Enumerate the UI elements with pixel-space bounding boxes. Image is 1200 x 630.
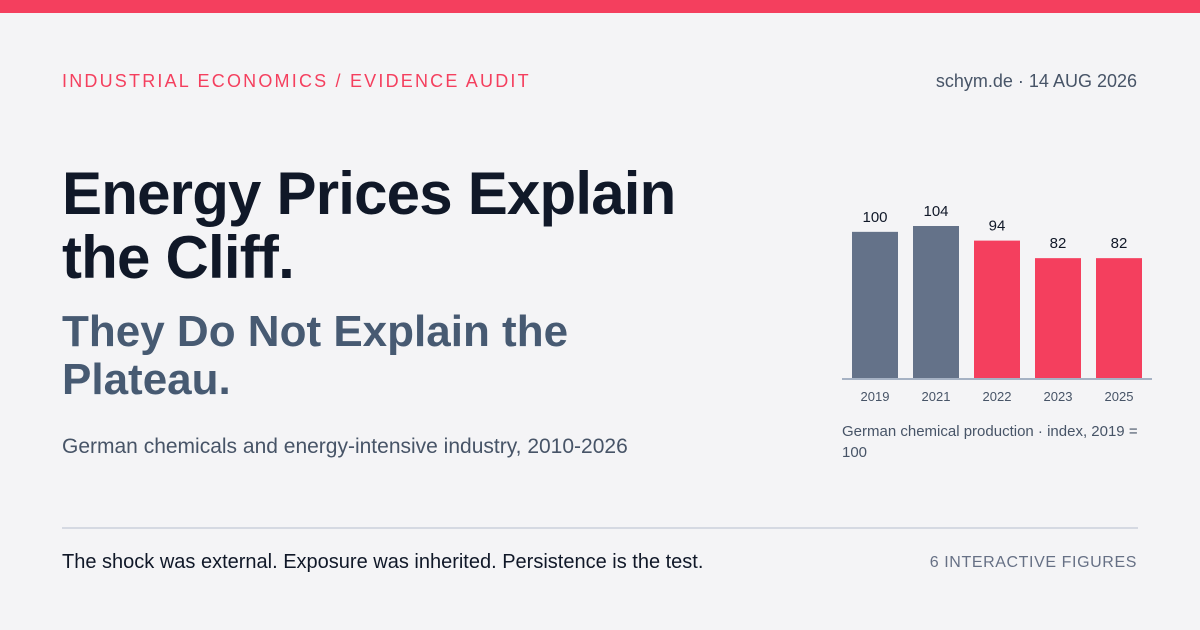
chart-caption: German chemical production · index, 2019… bbox=[842, 423, 1138, 461]
chart-bar bbox=[1096, 258, 1142, 378]
bar-value-label: 100 bbox=[862, 209, 887, 226]
bar-value-label: 82 bbox=[1111, 235, 1128, 252]
x-tick-label: 2021 bbox=[922, 389, 951, 404]
scope-description: German chemicals and energy-intensive in… bbox=[62, 435, 628, 458]
production-chart: 100 2019 104 2021 94 2022 82 2023 82 2025 bbox=[840, 190, 1160, 410]
bar-value-label: 94 bbox=[989, 218, 1006, 235]
production-bar-chart: 100 2019 104 2021 94 2022 82 2023 82 2025 bbox=[842, 203, 1152, 404]
x-tick-label: 2023 bbox=[1044, 389, 1073, 404]
chart-bar bbox=[913, 226, 959, 378]
footer-divider bbox=[62, 527, 1138, 529]
interactive-figures-count: 6 INTERACTIVE FIGURES bbox=[929, 554, 1137, 571]
page-subtitle: They Do Not Explain the Plateau. bbox=[62, 307, 569, 404]
x-tick-label: 2022 bbox=[983, 389, 1012, 404]
accent-bar bbox=[0, 0, 1200, 13]
site-date-meta: schym.de · 14 AUG 2026 bbox=[935, 71, 1137, 91]
chart-bar bbox=[974, 240, 1020, 378]
bar-value-label: 104 bbox=[923, 203, 948, 220]
chart-bar bbox=[852, 231, 898, 378]
section-kicker: INDUSTRIAL ECONOMICS / EVIDENCE AUDIT bbox=[62, 71, 531, 91]
chart-bar bbox=[1035, 258, 1081, 378]
x-tick-label: 2019 bbox=[861, 389, 890, 404]
footer-tagline: The shock was external. Exposure was inh… bbox=[62, 551, 704, 573]
x-tick-label: 2025 bbox=[1105, 389, 1134, 404]
bar-value-label: 82 bbox=[1050, 235, 1067, 252]
page-title: Energy Prices Explain the Cliff. bbox=[62, 160, 676, 291]
